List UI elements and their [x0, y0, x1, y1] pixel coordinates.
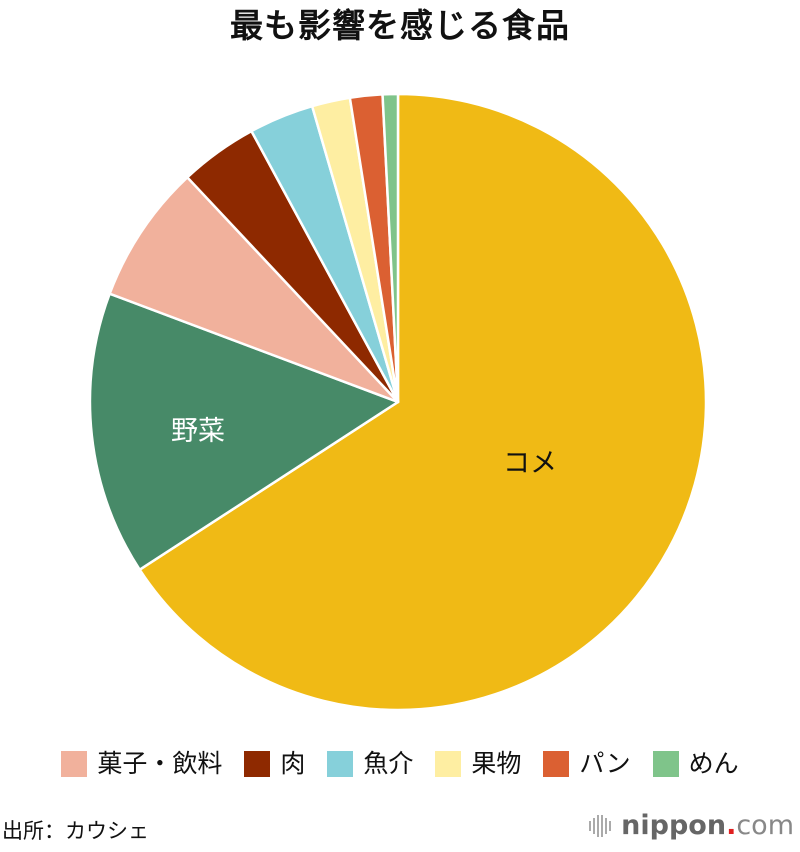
pie-slices [88, 92, 708, 712]
legend-swatch [244, 751, 271, 777]
legend-label: めん [688, 749, 739, 778]
pie-chart: コメ 野菜 [88, 92, 708, 712]
pie-slice-2 [108, 176, 400, 404]
legend-label: パン [579, 749, 631, 778]
pie-slice-0 [138, 92, 708, 712]
logo-bars-icon [589, 814, 613, 838]
legend-swatch [61, 751, 88, 777]
logo-tld: com [736, 810, 794, 841]
legend-swatch [435, 751, 462, 777]
legend-label: 菓子・飲料 [97, 749, 223, 778]
logo-name: nippon [621, 810, 727, 841]
logo-dot: . [726, 810, 737, 841]
legend-item-bread: パン [543, 749, 631, 779]
nippon-com-logo: nippon. com [589, 810, 794, 841]
legend-label: 魚介 [363, 749, 414, 778]
legend-swatch [652, 751, 679, 777]
legend-label: 果物 [471, 749, 522, 778]
pie-slice-7 [381, 92, 400, 404]
chart-title: 最も影響を感じる食品 [230, 6, 570, 45]
legend-item-fruit: 果物 [435, 749, 521, 779]
legend-label: 肉 [280, 749, 306, 778]
legend-swatch [327, 751, 354, 777]
source-note: 出所：カウシェ [2, 819, 149, 843]
legend-swatch [543, 751, 570, 777]
legend: 菓子・飲料 肉 魚介 果物 パン めん [0, 744, 800, 784]
legend-item-meat: 肉 [244, 749, 305, 779]
legend-item-seafood: 魚介 [327, 749, 413, 779]
slice-label-vegetables: 野菜 [171, 416, 225, 447]
pie-slice-1 [88, 292, 400, 571]
legend-item-noodles: めん [652, 749, 739, 779]
slice-label-rice: コメ [503, 448, 557, 479]
legend-item-snacks-drinks: 菓子・飲料 [61, 749, 222, 779]
